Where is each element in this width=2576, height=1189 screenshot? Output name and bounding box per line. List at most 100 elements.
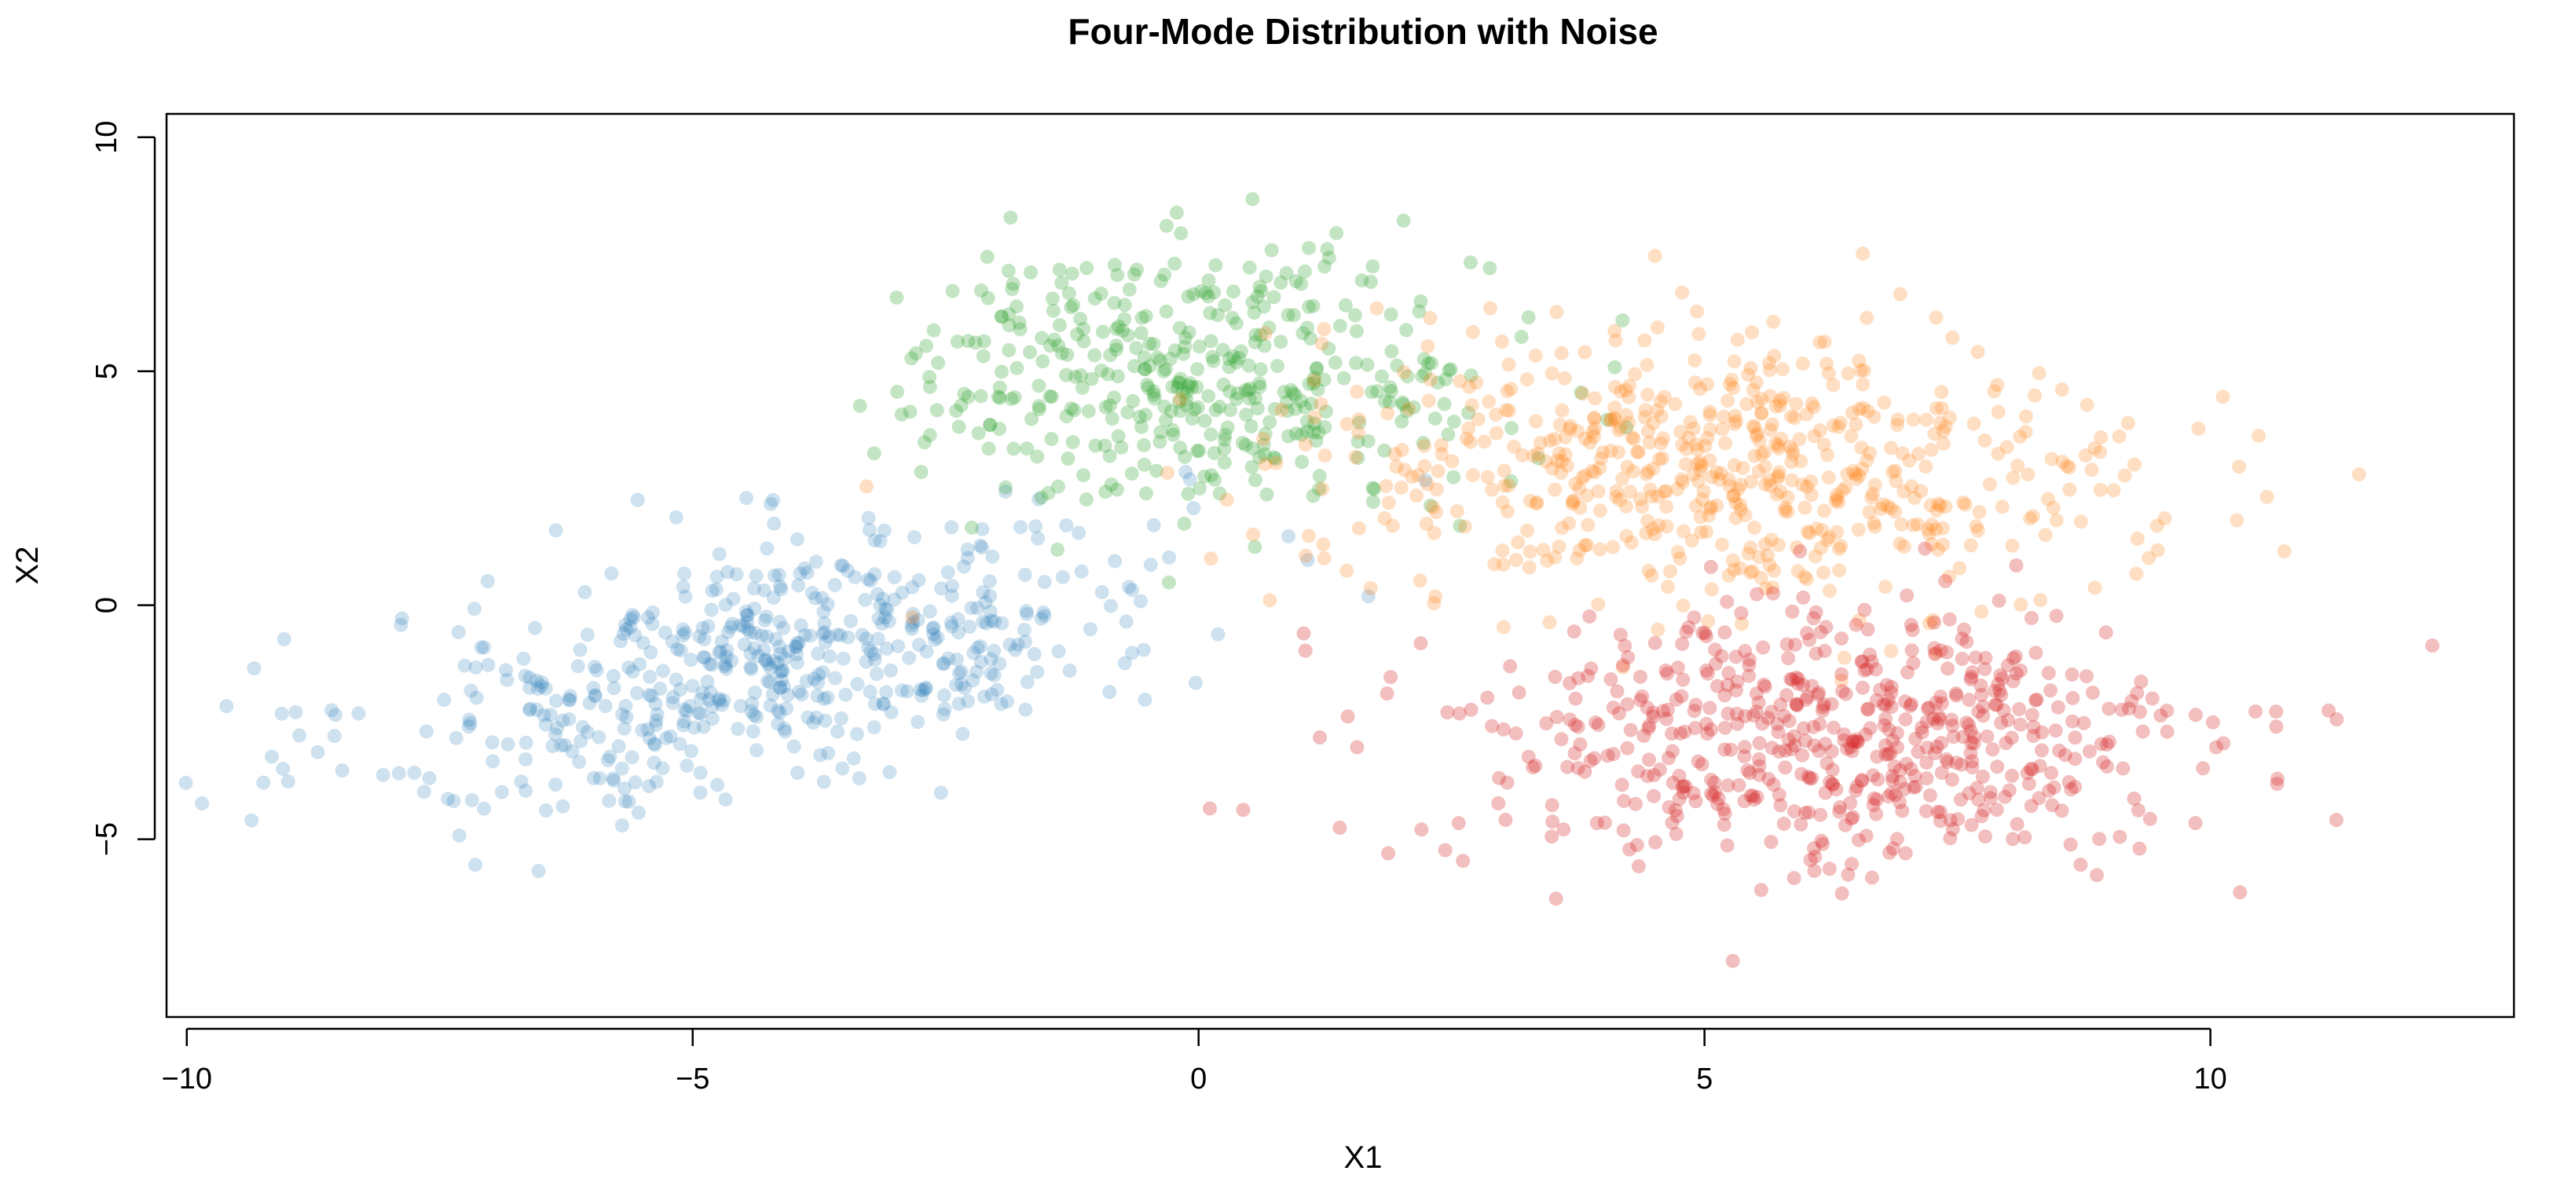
scatter-point	[1699, 663, 1713, 678]
scatter-point	[673, 643, 688, 658]
scatter-point	[1245, 192, 1260, 207]
scatter-point	[1733, 497, 1748, 512]
scatter-point	[904, 621, 919, 636]
scatter-point	[2425, 638, 2440, 653]
scatter-point	[1822, 530, 1837, 545]
scatter-point	[922, 379, 937, 394]
scatter-point	[1563, 422, 1577, 437]
scatter-point	[906, 615, 921, 630]
scatter-point	[2153, 708, 2168, 723]
scatter-point	[1929, 522, 1944, 537]
scatter-point	[1596, 445, 1610, 460]
scatter-point	[1061, 452, 1075, 466]
scatter-point	[768, 632, 783, 646]
scatter-point	[917, 435, 932, 450]
scatter-point	[1394, 442, 1409, 457]
scatter-point	[695, 686, 710, 701]
scatter-point	[964, 520, 979, 535]
scatter-point	[1834, 667, 1849, 682]
scatter-point	[1302, 529, 1316, 543]
scatter-point	[658, 625, 672, 640]
scatter-point	[980, 291, 995, 305]
scatter-point	[867, 646, 882, 661]
scatter-point	[477, 801, 492, 816]
scatter-point	[830, 627, 845, 642]
scatter-point	[742, 624, 757, 639]
scatter-point	[1024, 265, 1038, 280]
scatter-point	[499, 663, 513, 678]
scatter-point	[2063, 837, 2078, 852]
scatter-point	[1018, 635, 1033, 649]
scatter-point	[2006, 651, 2021, 666]
scatter-point	[1641, 563, 1656, 578]
scatter-point	[692, 629, 707, 644]
scatter-point	[2065, 714, 2079, 729]
scatter-point	[987, 643, 1002, 658]
scatter-point	[1577, 345, 1592, 360]
scatter-point	[1761, 771, 1776, 786]
scatter-point	[2041, 666, 2056, 680]
scatter-point	[1896, 540, 1911, 554]
scatter-point	[830, 724, 845, 739]
scatter-point	[1919, 755, 1934, 770]
scatter-point	[2026, 729, 2041, 744]
scatter-point	[1204, 551, 1218, 566]
scatter-point	[1146, 518, 1161, 532]
scatter-point	[1302, 299, 1317, 314]
scatter-point	[1922, 701, 1937, 715]
scatter-point	[1435, 447, 1449, 462]
scatter-point	[1890, 418, 1905, 432]
scatter-point	[2112, 829, 2127, 844]
scatter-point	[1002, 318, 1017, 333]
scatter-point	[1498, 813, 1513, 827]
scatter-point	[1101, 367, 1116, 382]
scatter-point	[642, 730, 657, 745]
scatter-point	[1299, 548, 1313, 563]
scatter-point	[1456, 854, 1471, 869]
scatter-point	[1018, 702, 1033, 717]
scatter-point	[1724, 372, 1739, 387]
scatter-point	[1646, 461, 1661, 476]
scatter-point	[1620, 697, 1635, 712]
scatter-point	[1577, 468, 1592, 483]
scatter-point	[1248, 540, 1262, 554]
scatter-point	[1607, 379, 1622, 394]
scatter-point	[1369, 301, 1384, 316]
scatter-point	[1548, 482, 1563, 497]
scatter-point	[1279, 394, 1294, 409]
scatter-point	[1944, 712, 1959, 727]
scatter-point	[2116, 761, 2131, 776]
scatter-point	[1651, 489, 1665, 504]
scatter-point	[775, 664, 790, 679]
scatter-point	[1963, 745, 1978, 760]
scatter-point	[1661, 580, 1675, 594]
scatter-point	[1945, 719, 1960, 734]
scatter-point	[1817, 335, 1832, 349]
scatter-point	[1656, 431, 1671, 446]
scatter-point	[1529, 414, 1543, 429]
scatter-point	[1218, 427, 1233, 442]
scatter-point	[1204, 427, 1218, 442]
scatter-point	[1746, 792, 1761, 807]
scatter-point	[1795, 748, 1810, 763]
scatter-point	[1665, 775, 1680, 790]
scatter-point	[1754, 406, 1769, 421]
scatter-point	[1750, 587, 1764, 602]
scatter-point	[1702, 701, 1717, 715]
scatter-point	[1974, 809, 1989, 824]
scatter-point	[2321, 703, 2336, 718]
scatter-point	[1273, 335, 1288, 349]
scatter-point	[1646, 415, 1661, 430]
scatter-point	[1852, 402, 1867, 417]
scatter-point	[1149, 463, 1163, 478]
scatter-point	[1545, 829, 1559, 844]
scatter-point	[995, 616, 1010, 631]
scatter-point	[771, 568, 786, 582]
scatter-point	[1763, 423, 1778, 437]
scatter-point	[1806, 400, 1821, 415]
scatter-point	[219, 699, 234, 714]
scatter-point	[850, 677, 865, 692]
scatter-point	[1747, 520, 1762, 535]
scatter-point	[1194, 284, 1208, 298]
scatter-point	[992, 380, 1007, 395]
